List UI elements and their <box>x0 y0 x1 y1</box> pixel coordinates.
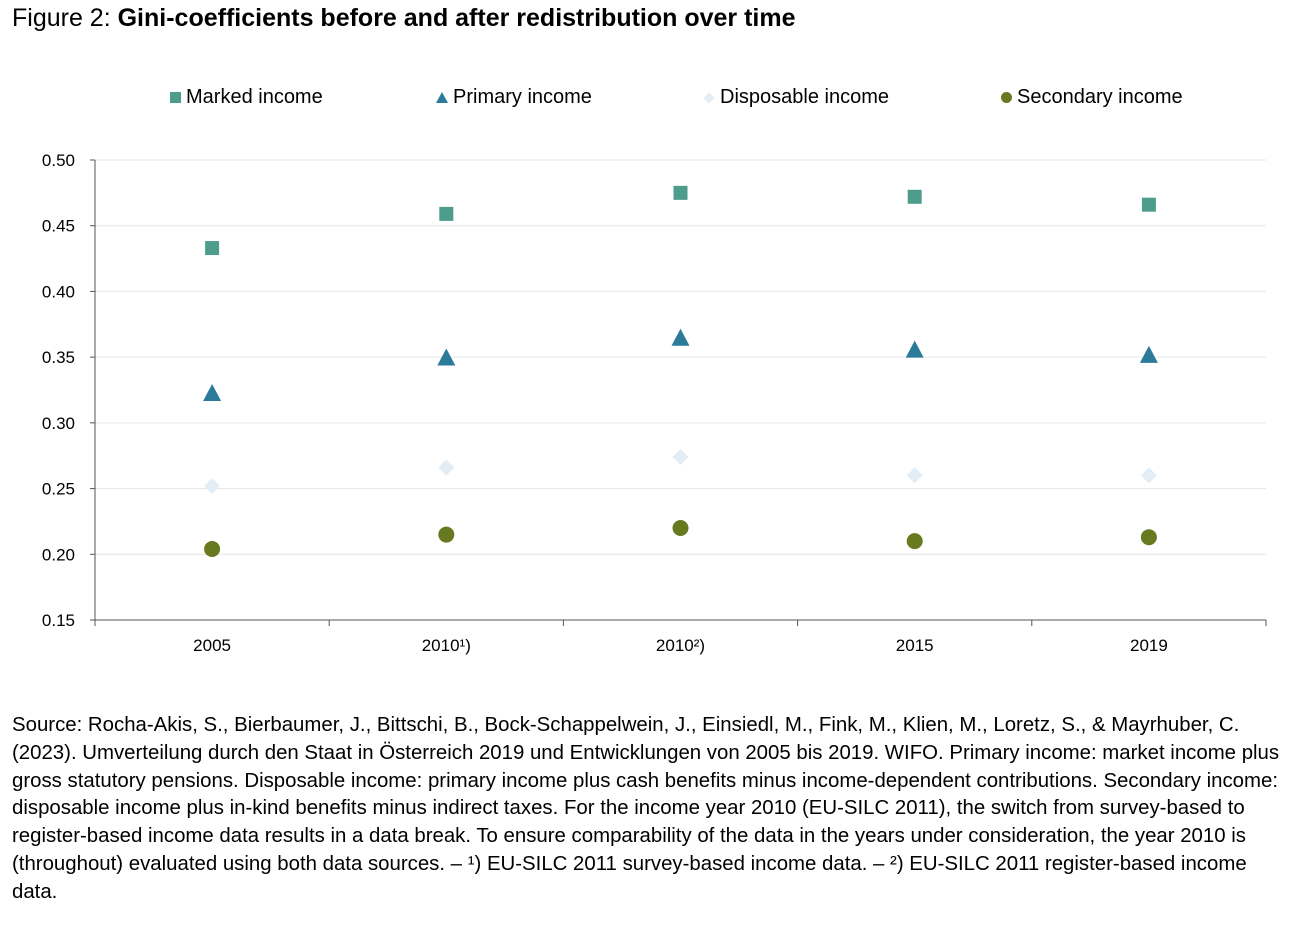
y-axis: 0.50 0.45 0.40 0.35 0.30 0.25 0.20 0.15 <box>42 151 96 630</box>
y-tick-label: 0.40 <box>42 282 75 301</box>
point-disposable-income <box>438 459 455 476</box>
y-tick-label: 0.35 <box>42 348 75 367</box>
point-secondary-income <box>438 526 455 543</box>
x-tick-label: 2005 <box>193 636 231 655</box>
y-tick-label: 0.45 <box>42 217 75 236</box>
legend-item-disposable-income: Disposable income <box>703 86 889 109</box>
point-marked-income <box>205 241 220 256</box>
figure-title-prefix: Figure 2: <box>12 4 118 32</box>
figure-title-main: Gini-coefficients before and after redis… <box>117 4 796 32</box>
legend-item-secondary-income: Secondary income <box>1001 86 1183 109</box>
point-marked-income <box>439 206 454 221</box>
point-disposable-income <box>906 467 923 484</box>
x-tick-label: 2019 <box>1130 636 1168 655</box>
legend-triangle-marker <box>436 92 448 103</box>
legend-circle-marker <box>1001 92 1012 103</box>
x-axis: 2005 2010¹) 2010²) 2015 2019 <box>94 619 1267 655</box>
source-note: Source: Rocha-Akis, S., Bierbaumer, J., … <box>12 714 1280 903</box>
legend-diamond-marker <box>703 91 715 104</box>
point-disposable-income <box>1140 467 1157 484</box>
y-tick-label: 0.25 <box>42 480 75 499</box>
gridlines <box>95 159 1266 555</box>
legend-label: Marked income <box>186 86 323 108</box>
data-marks <box>203 185 1158 558</box>
y-tick-label: 0.30 <box>42 414 75 433</box>
legend-label: Disposable income <box>720 86 889 108</box>
point-marked-income <box>907 189 922 204</box>
legend-square-marker <box>170 92 181 103</box>
point-secondary-income <box>204 541 221 558</box>
scatter-chart: 0.50 0.45 0.40 0.35 0.30 0.25 0.20 0.15 2005 201… <box>42 151 1267 655</box>
x-tick-label: 2015 <box>896 636 934 655</box>
x-tick-label: 2010¹) <box>422 636 471 655</box>
point-secondary-income <box>906 533 923 550</box>
point-primary-income <box>1139 345 1158 363</box>
point-primary-income <box>437 348 456 366</box>
legend-item-primary-income: Primary income <box>436 86 592 109</box>
point-marked-income <box>1141 197 1156 212</box>
point-secondary-income <box>672 520 689 536</box>
point-marked-income <box>673 185 688 200</box>
legend-item-marked-income: Marked income <box>170 86 323 109</box>
point-primary-income <box>905 340 924 358</box>
point-primary-income <box>671 328 690 346</box>
y-tick-label: 0.15 <box>42 611 75 630</box>
point-primary-income <box>203 383 222 401</box>
legend-label: Primary income <box>453 86 592 108</box>
point-secondary-income <box>1140 529 1157 546</box>
point-disposable-income <box>204 477 221 494</box>
y-tick-label: 0.20 <box>42 545 75 564</box>
figure-title: Figure 2: Gini-coefficients before and a… <box>12 4 796 33</box>
point-disposable-income <box>672 449 689 466</box>
legend-label: Secondary income <box>1017 86 1183 108</box>
y-tick-label: 0.50 <box>42 151 75 170</box>
chart-legend: Marked income Primary income Disposable … <box>0 86 1299 116</box>
x-tick-label: 2010²) <box>656 636 705 655</box>
